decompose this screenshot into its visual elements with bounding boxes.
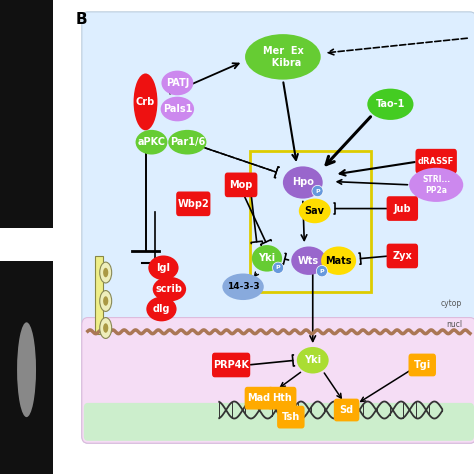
FancyBboxPatch shape (82, 12, 474, 443)
Ellipse shape (148, 255, 179, 280)
Ellipse shape (245, 34, 321, 80)
Text: Yki: Yki (258, 253, 275, 264)
Ellipse shape (321, 246, 356, 275)
Text: Zyx: Zyx (392, 251, 412, 261)
FancyBboxPatch shape (416, 149, 457, 173)
Text: cytop: cytop (441, 299, 462, 308)
Ellipse shape (100, 318, 112, 338)
Text: Pals1: Pals1 (163, 104, 192, 114)
Ellipse shape (161, 97, 194, 121)
Text: Sav: Sav (305, 206, 325, 216)
Text: B: B (76, 12, 88, 27)
Text: Wts: Wts (298, 255, 319, 266)
Ellipse shape (100, 291, 112, 311)
Text: dRASSF: dRASSF (418, 157, 454, 165)
Ellipse shape (367, 89, 413, 120)
FancyBboxPatch shape (334, 399, 359, 421)
Text: Jub: Jub (393, 203, 411, 214)
Text: aPKC: aPKC (137, 137, 165, 147)
Ellipse shape (409, 168, 463, 202)
FancyBboxPatch shape (245, 387, 273, 410)
Ellipse shape (291, 246, 326, 275)
Text: PATJ: PATJ (166, 78, 189, 88)
Text: Sd: Sd (339, 405, 354, 415)
Text: Hth: Hth (272, 393, 292, 403)
Ellipse shape (153, 277, 186, 301)
Text: Tsh: Tsh (282, 412, 300, 422)
FancyBboxPatch shape (82, 318, 474, 443)
Text: P: P (276, 265, 281, 270)
FancyBboxPatch shape (84, 403, 474, 441)
Bar (0, 0, 53, 228)
Text: Par1/6: Par1/6 (170, 137, 205, 147)
Ellipse shape (252, 245, 282, 272)
Bar (0, 261, 53, 474)
FancyBboxPatch shape (176, 191, 210, 216)
Text: Mad: Mad (247, 393, 271, 403)
FancyBboxPatch shape (409, 354, 436, 376)
Text: Tgi: Tgi (414, 360, 431, 370)
Text: Crb: Crb (136, 97, 155, 107)
Ellipse shape (100, 262, 112, 283)
Ellipse shape (136, 130, 167, 155)
Ellipse shape (134, 73, 157, 130)
FancyBboxPatch shape (225, 173, 257, 197)
Text: Mop: Mop (229, 180, 253, 190)
Text: Hpo: Hpo (292, 177, 314, 188)
Ellipse shape (103, 296, 108, 306)
Ellipse shape (17, 322, 36, 417)
Ellipse shape (273, 262, 283, 273)
FancyBboxPatch shape (387, 196, 418, 221)
Text: Mer  Ex
  Kibra: Mer Ex Kibra (263, 46, 303, 68)
Text: lgl: lgl (156, 263, 171, 273)
Text: P: P (315, 189, 320, 193)
Text: P: P (319, 269, 324, 273)
Ellipse shape (222, 273, 264, 300)
Ellipse shape (103, 268, 108, 277)
Text: dlg: dlg (153, 304, 170, 314)
Ellipse shape (103, 323, 108, 333)
Text: scrib: scrib (156, 284, 183, 294)
FancyBboxPatch shape (268, 387, 296, 410)
Ellipse shape (312, 185, 323, 197)
Ellipse shape (283, 166, 323, 199)
FancyBboxPatch shape (212, 353, 250, 377)
Text: PRP4K: PRP4K (213, 360, 249, 370)
Text: Mats: Mats (325, 255, 352, 266)
Text: Yki: Yki (304, 355, 321, 365)
FancyBboxPatch shape (387, 244, 418, 268)
Ellipse shape (316, 265, 328, 277)
FancyBboxPatch shape (277, 406, 305, 428)
Text: Wbp2: Wbp2 (177, 199, 209, 209)
Text: nucl: nucl (446, 320, 462, 329)
Ellipse shape (168, 130, 207, 155)
Text: Tao-1: Tao-1 (376, 99, 405, 109)
Ellipse shape (297, 347, 328, 374)
Ellipse shape (146, 297, 177, 321)
Text: STRI...
PP2a: STRI... PP2a (422, 175, 450, 194)
Bar (95, 256, 103, 334)
Ellipse shape (162, 71, 193, 95)
Text: 14-3-3: 14-3-3 (227, 283, 259, 291)
Ellipse shape (299, 199, 331, 223)
